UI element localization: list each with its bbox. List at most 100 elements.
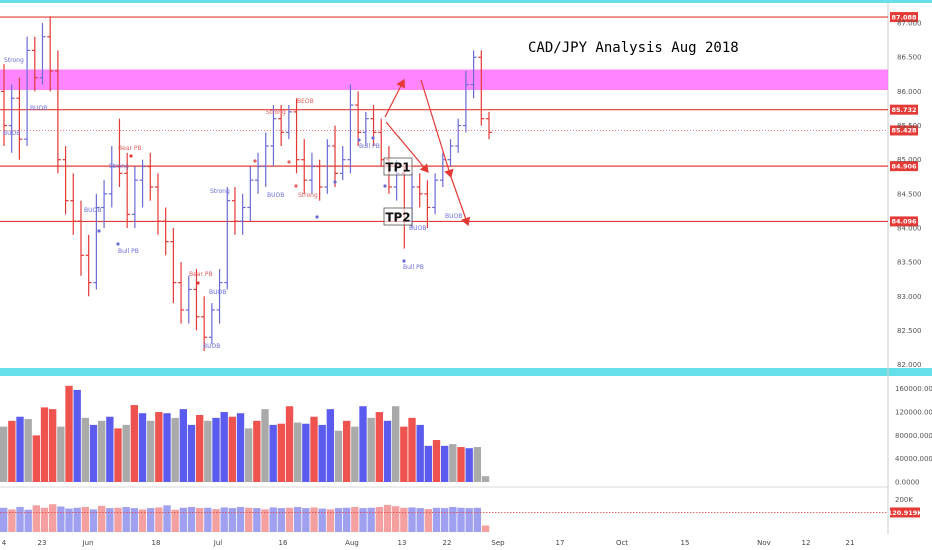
indicator-bar: [269, 507, 277, 532]
volume-bar: [245, 428, 253, 482]
trend-arrows: [384, 78, 471, 227]
volume-tick: 120000.0000: [895, 409, 932, 417]
indicator-bar: [351, 506, 359, 532]
volume-bar: [8, 420, 16, 482]
ohlc-bar: [8, 84, 15, 153]
volume-bar: [424, 445, 433, 482]
indicator-bar: [449, 506, 457, 532]
indicator-bar: [138, 509, 147, 532]
volume-bar: [383, 420, 392, 482]
pattern-label: BUOB: [30, 105, 47, 112]
ohlc-bar: [347, 84, 354, 174]
volume-bar: [16, 416, 24, 482]
ohlc-bar: [355, 91, 362, 147]
trend-arrow: [385, 121, 429, 173]
date-axis: 4 23 Jun 18 Jul 16 Aug 13 22 Sep 17 Oct 15 Nov 12 21: [2, 539, 855, 547]
price-axis: 160000.0000 120000.0000 80000.0000 40000.00…: [888, 20, 932, 518]
ohlc-bar: [424, 180, 431, 228]
ohlc-bar: [486, 111, 492, 140]
date-tick: 15: [681, 539, 690, 547]
ohlc-bar: [39, 23, 46, 85]
volume-bar: [481, 476, 490, 482]
signal-dot: [371, 136, 375, 140]
date-tick: 12: [802, 539, 811, 547]
pattern-label: BUOB: [3, 130, 20, 137]
ohlc-bar: [239, 193, 246, 235]
ohlc-bar: [1, 64, 7, 147]
pattern-label: Strong: [266, 109, 286, 116]
indicator-bar: [106, 508, 114, 532]
volume-bar: [359, 406, 367, 482]
volume-bar: [334, 430, 343, 482]
target-box: [383, 157, 413, 176]
indicator-bar: [416, 508, 424, 532]
indicator-bar: [383, 504, 392, 532]
volume-bar: [236, 413, 245, 482]
ohlc-bar: [170, 227, 177, 304]
volume-bar: [65, 385, 73, 482]
volume-bar: [179, 409, 188, 482]
date-tick: 18: [152, 539, 161, 547]
chart-title: CAD/JPY Analysis Aug 2018: [528, 40, 739, 56]
pane-separator: [0, 368, 932, 376]
resistance-zone: [0, 69, 888, 91]
trend-arrow: [450, 176, 471, 227]
ohlc-bar: [416, 173, 423, 208]
volume-bar: [432, 440, 441, 482]
price-tick: 83.500: [897, 259, 922, 267]
volume-bar: [400, 426, 408, 482]
ohlc-bar: [77, 200, 84, 276]
volume-bar: [163, 413, 171, 482]
indicator-value-label: 120.919K: [888, 509, 924, 517]
volume-bar: [351, 426, 359, 482]
volume-bar: [147, 420, 155, 482]
target-label-tp1: TP1: [385, 161, 410, 175]
volume-bar: [375, 412, 384, 482]
indicator-bar: [457, 507, 465, 532]
pattern-label: BUOB: [203, 343, 220, 350]
volume-bar: [196, 414, 204, 482]
volume-bar: [187, 424, 196, 482]
indicator-bar: [245, 507, 253, 532]
pattern-label: Strong: [298, 192, 318, 199]
signal-dot: [97, 229, 101, 233]
volume-bar: [343, 420, 351, 482]
ohlc-bar: [124, 152, 131, 228]
indicator-bar: [204, 507, 212, 532]
ohlc-bar: [154, 173, 161, 235]
volume-bar: [155, 412, 163, 482]
indicator-bar: [32, 505, 41, 532]
pattern-label: Bull PB: [359, 143, 380, 150]
ohlc-bar: [293, 98, 300, 174]
indicator-pane: [0, 504, 888, 532]
volume-bar: [277, 423, 286, 482]
grid: [0, 0, 932, 534]
date-tick: 17: [556, 539, 565, 547]
ohlc-bar: [62, 146, 69, 215]
indicator-bar: [408, 507, 416, 532]
signal-dot: [315, 215, 319, 219]
indicator-bar: [318, 508, 326, 532]
ohlc-bar: [31, 36, 38, 92]
indicator-bar: [400, 507, 408, 532]
ohlc-bar: [201, 296, 208, 351]
volume-tick: 80000.0000: [895, 432, 932, 440]
volume-bar: [130, 405, 139, 482]
pattern-label: Bear PB: [189, 271, 213, 278]
indicator-bar: [343, 507, 351, 532]
ohlc-bar: [185, 275, 192, 324]
volume-bar: [98, 420, 106, 482]
indicator-bar: [277, 508, 286, 532]
ohlc-bar: [162, 207, 169, 256]
price-tick: 87.000: [897, 20, 922, 28]
volume-bar: [32, 435, 41, 482]
signal-dot: [287, 160, 291, 164]
ohlc-bar: [262, 132, 269, 187]
indicator-tick: 200K: [895, 496, 913, 504]
volume-bar: [204, 420, 212, 482]
pattern-label: BUOB: [209, 289, 226, 296]
pattern-label: Strong: [210, 188, 230, 195]
volume-bar: [310, 416, 318, 482]
price-tick: 86.000: [897, 88, 922, 96]
pattern-label: BUOB: [267, 192, 284, 199]
